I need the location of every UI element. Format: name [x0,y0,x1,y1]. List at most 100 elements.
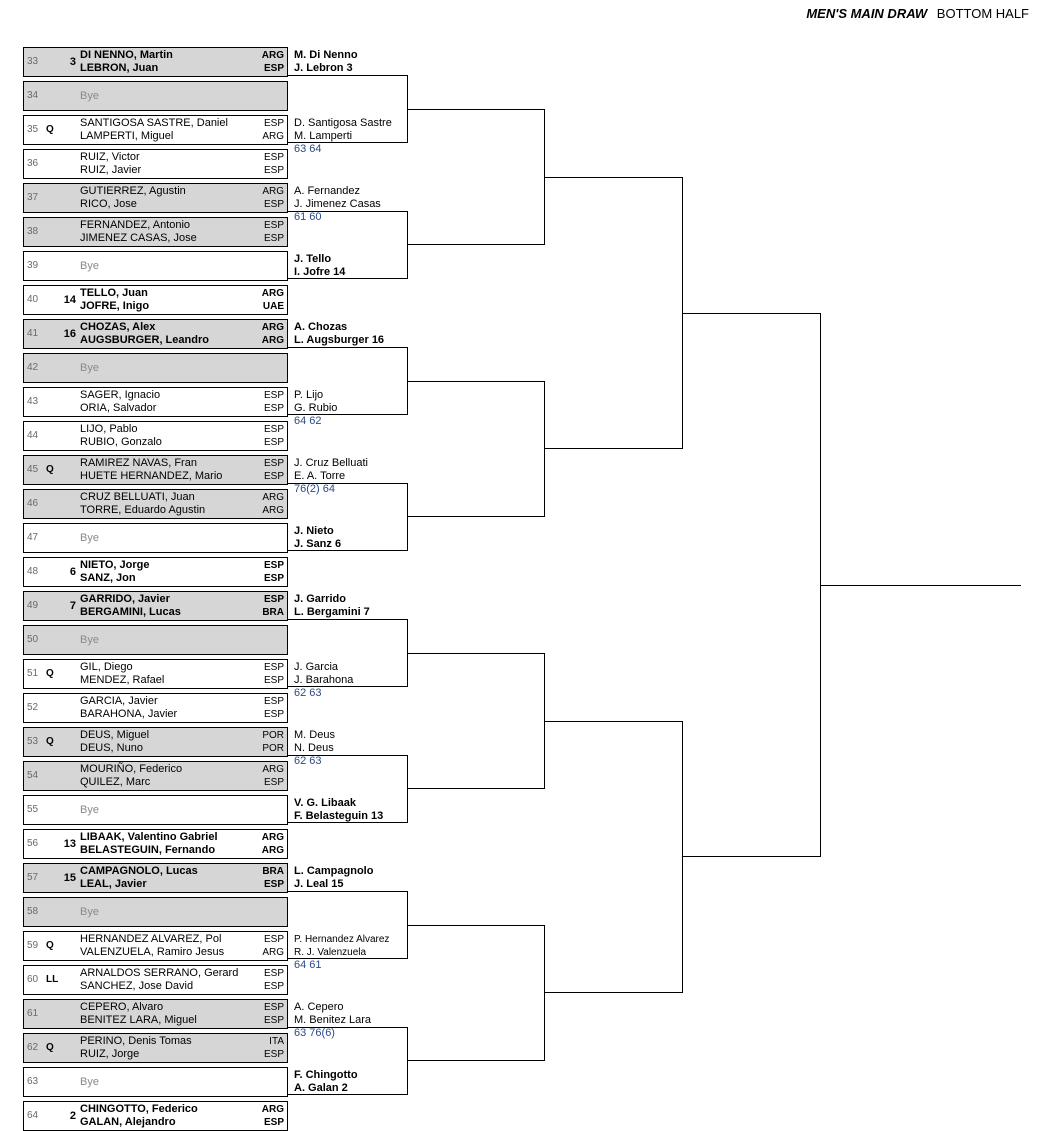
nationalities: ESPESP [257,1000,287,1028]
seed-number [62,524,78,552]
player-names: LIJO, PabloRUBIO, Gonzalo [78,422,257,450]
seed-number: 6 [62,558,78,586]
player-names: Bye [78,626,257,654]
nationalities: PORPOR [257,728,287,756]
bracket-line [288,619,408,687]
bracket-line [408,925,545,1061]
seed-number: 14 [62,286,78,314]
seed-number [62,456,78,484]
entry-tag: Q [46,660,62,688]
nationalities: ESPBRA [257,592,287,620]
slot-number: 35 [24,116,46,144]
seed-number [62,252,78,280]
entry-tag [46,796,62,824]
seed-number [62,82,78,110]
r1-slot-44: 44LIJO, PabloRUBIO, GonzaloESPESP [23,421,288,451]
player-names: Bye [78,252,257,280]
slot-number: 48 [24,558,46,586]
player-names: GIL, DiegoMENDEZ, Rafael [78,660,257,688]
entry-tag [46,558,62,586]
player-names: GARRIDO, JavierBERGAMINI, Lucas [78,592,257,620]
entry-tag [46,762,62,790]
nationalities: ESPESP [257,966,287,994]
entry-tag: Q [46,932,62,960]
slot-number: 36 [24,150,46,178]
bracket-line [288,755,408,823]
seed-number [62,184,78,212]
nationalities: BRAESP [257,864,287,892]
entry-tag [46,490,62,518]
slot-number: 37 [24,184,46,212]
r1-slot-53: 53QDEUS, MiguelDEUS, NunoPORPOR [23,727,288,757]
player-names: GUTIERREZ, AgustinRICO, Jose [78,184,257,212]
player-names: Bye [78,898,257,926]
nationalities [257,354,287,382]
bracket-line [408,653,545,789]
player-names: CRUZ BELLUATI, JuanTORRE, Eduardo Agusti… [78,490,257,518]
entry-tag [46,354,62,382]
slot-number: 40 [24,286,46,314]
nationalities: ESPESP [257,660,287,688]
entry-tag: Q [46,456,62,484]
seed-number: 7 [62,592,78,620]
slot-number: 50 [24,626,46,654]
player-names: LIBAAK, Valentino GabrielBELASTEGUIN, Fe… [78,830,257,858]
r1-slot-48: 486NIETO, JorgeSANZ, JonESPESP [23,557,288,587]
seed-number [62,762,78,790]
draw-subtitle: BOTTOM HALF [931,6,1029,21]
player-names: CHOZAS, AlexAUGSBURGER, Leandro [78,320,257,348]
r1-slot-46: 46CRUZ BELLUATI, JuanTORRE, Eduardo Agus… [23,489,288,519]
slot-number: 58 [24,898,46,926]
nationalities: ARGESP [257,48,287,76]
seed-number [62,1000,78,1028]
r1-slot-43: 43SAGER, IgnacioORIA, SalvadorESPESP [23,387,288,417]
entry-tag [46,218,62,246]
r1-slot-51: 51QGIL, DiegoMENDEZ, RafaelESPESP [23,659,288,689]
r1-slot-57: 5715CAMPAGNOLO, LucasLEAL, JavierBRAESP [23,863,288,893]
player-names: CEPERO, AlvaroBENITEZ LARA, Miguel [78,1000,257,1028]
bracket-line [545,721,683,993]
player-names: RAMIREZ NAVAS, FranHUETE HERNANDEZ, Mari… [78,456,257,484]
r1-slot-49: 497GARRIDO, JavierBERGAMINI, LucasESPBRA [23,591,288,621]
nationalities [257,524,287,552]
nationalities: ARGARG [257,490,287,518]
entry-tag [46,1068,62,1096]
nationalities: ESPESP [257,388,287,416]
r1-slot-47: 47Bye [23,523,288,553]
slot-number: 53 [24,728,46,756]
r2-winner-0: M. Di NennoJ. Lebron 3 [292,49,407,75]
entry-tag [46,320,62,348]
player-names: PERINO, Denis TomasRUIZ, Jorge [78,1034,257,1062]
r1-slot-61: 61CEPERO, AlvaroBENITEZ LARA, MiguelESPE… [23,999,288,1029]
nationalities: ARGESP [257,1102,287,1130]
r1-slot-41: 4116CHOZAS, AlexAUGSBURGER, LeandroARGAR… [23,319,288,349]
seed-number [62,728,78,756]
bracket-line [288,1027,408,1095]
r1-slot-39: 39Bye [23,251,288,281]
entry-tag [46,1000,62,1028]
seed-number [62,490,78,518]
bracket-line [288,75,408,143]
slot-number: 62 [24,1034,46,1062]
nationalities: ESPARG [257,116,287,144]
nationalities: ESPARG [257,932,287,960]
player-names: Bye [78,82,257,110]
seed-number [62,694,78,722]
entry-tag [46,592,62,620]
r2-winner-8: J. GarridoL. Bergamini 7 [292,593,407,619]
player-names: HERNANDEZ ALVAREZ, PolVALENZUELA, Ramiro… [78,932,257,960]
seed-number [62,626,78,654]
seed-number [62,966,78,994]
nationalities: ESPESP [257,218,287,246]
nationalities [257,82,287,110]
nationalities [257,898,287,926]
player-names: RUIZ, VictorRUIZ, Javier [78,150,257,178]
nationalities: ARGARG [257,320,287,348]
r1-slot-56: 5613LIBAAK, Valentino GabrielBELASTEGUIN… [23,829,288,859]
draw-title: MEN'S MAIN DRAW [806,6,927,21]
nationalities [257,252,287,280]
bracket-line [408,381,545,517]
player-names: NIETO, JorgeSANZ, Jon [78,558,257,586]
player-names: SAGER, IgnacioORIA, Salvador [78,388,257,416]
r1-slot-62: 62QPERINO, Denis TomasRUIZ, JorgeITAESP [23,1033,288,1063]
